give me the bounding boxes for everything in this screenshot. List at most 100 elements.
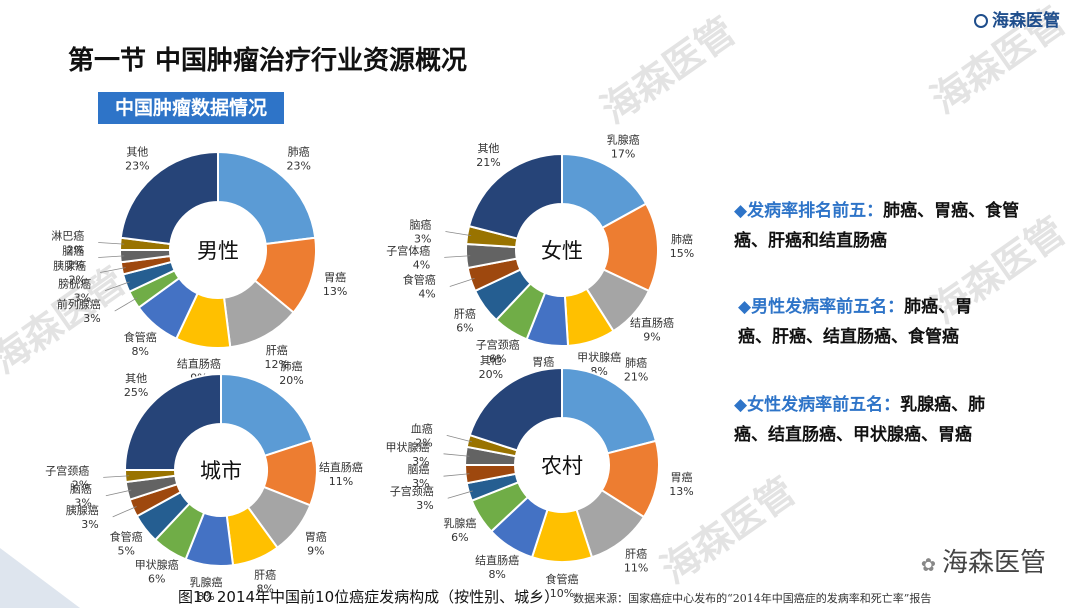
slice-value-label: 9%: [307, 545, 324, 558]
slice-name-label: 胃癌: [305, 530, 327, 544]
source-text: 数据来源：国家癌症中心发布的“2014年中国癌症的发病率和死亡率”报告: [573, 592, 932, 605]
slice-value-label: 11%: [624, 562, 648, 575]
slice-name-label: 肺癌: [671, 232, 693, 246]
brand-text: 海森医管: [992, 11, 1060, 31]
pie-slice: [217, 150, 317, 246]
pie-slice: [119, 150, 219, 246]
slice-value-label: 2%: [69, 273, 86, 286]
footer-brand-text: 海森医管: [941, 548, 1046, 578]
slice-name-label: 结直肠癌: [319, 460, 363, 474]
note-body: 肺癌、胃癌、肝癌、结直肠癌、食管癌: [738, 297, 973, 347]
slice-value-label: 4%: [413, 258, 430, 271]
note-head: ◆女性发病率前五名：: [734, 395, 901, 415]
slice-value-label: 5%: [117, 545, 134, 558]
slice-name-label: 胃癌: [532, 355, 554, 369]
slice-name-label: 胰腺癌: [53, 258, 86, 272]
note-1: ◆发病率排名前五：肺癌、胃癌、食管癌、肝癌和结直肠癌: [734, 196, 1024, 256]
slice-name-label: 脑癌: [409, 218, 431, 232]
slice-value-label: 6%: [451, 531, 468, 544]
slice-name-label: 肺癌: [625, 355, 647, 369]
donut-center-label: 女性: [541, 239, 583, 263]
leader-line: [112, 506, 137, 518]
leader-line: [104, 281, 130, 292]
donut-center-label: 男性: [197, 239, 239, 263]
slice-name-label: 结直肠癌: [177, 356, 221, 370]
note-2: ◆男性发病率前五名：肺癌、胃癌、肝癌、结直肠癌、食管癌: [738, 292, 1006, 352]
note-body: 肺癌、胃癌、食管癌、肝癌和结直肠癌: [734, 201, 1020, 251]
brand-logo: 海森医管: [974, 6, 1060, 31]
pie-slice: [123, 372, 222, 471]
note-3: ◆女性发病率前五名：乳腺癌、肺癌、结直肠癌、甲状腺癌、胃癌: [734, 390, 1006, 450]
slice-value-label: 3%: [416, 499, 433, 512]
leader-line: [449, 278, 475, 287]
pie-slice: [561, 366, 658, 455]
slice-value-label: 15%: [670, 247, 694, 260]
slice-value-label: 21%: [624, 370, 648, 383]
slice-name-label: 子宫颈癌: [45, 463, 89, 477]
slice-name-label: 乳腺癌: [443, 516, 476, 530]
leader-line: [446, 435, 473, 443]
slice-name-label: 肝癌: [454, 307, 476, 321]
slice-name-label: 乳腺癌: [189, 575, 222, 589]
slice-value-label: 11%: [329, 475, 353, 488]
slice-name-label: 血癌: [411, 421, 433, 435]
slice-value-label: 2%: [415, 436, 432, 449]
donut-center-label: 农村: [541, 454, 583, 478]
leader-line: [114, 297, 138, 312]
slice-value-label: 21%: [476, 156, 500, 169]
slice-value-label: 6%: [148, 572, 165, 585]
slice-name-label: 脑癌: [62, 244, 84, 258]
slice-name-label: 胰腺癌: [66, 503, 99, 517]
leader-line: [443, 453, 470, 457]
leader-line: [98, 242, 125, 245]
page-title: 第一节 中国肿瘤治疗行业资源概况: [68, 46, 468, 76]
slice-name-label: 结直肠癌: [630, 315, 674, 329]
slice-name-label: 子宫颈癌: [390, 484, 434, 498]
slice-value-label: 3%: [83, 312, 100, 325]
slice-name-label: 胃癌: [671, 470, 693, 484]
slice-value-label: 13%: [669, 485, 693, 498]
figure-caption: 图10 2014年中国前10位癌症发病构成（按性别、城乡） 数据来源：国家癌症中心…: [178, 586, 931, 607]
leader-line: [444, 255, 471, 258]
slice-value-label: 10%: [550, 587, 574, 600]
slice-value-label: 2%: [67, 243, 84, 256]
slice-value-label: 3%: [412, 477, 429, 490]
donut-chart: 肺癌21%胃癌13%肝癌11%食管癌10%结直肠癌8%乳腺癌6%子宫颈癌3%脑癌…: [386, 354, 694, 600]
leader-line: [100, 267, 126, 273]
donut-chart: 乳腺癌17%肺癌15%结直肠癌9%甲状腺癌8%胃癌7%子宫颈癌6%肝癌6%食管癌…: [386, 133, 694, 383]
slice-name-label: 脑癌: [70, 482, 92, 496]
slice-name-label: 胃癌: [324, 270, 346, 284]
wechat-icon: ✿: [920, 555, 936, 576]
leader-line: [447, 490, 473, 499]
leader-line: [445, 231, 472, 237]
slice-name-label: 子宫体癌: [386, 243, 430, 257]
leader-line: [98, 255, 125, 258]
slice-name-label: 肝癌: [266, 343, 288, 357]
slice-value-label: 6%: [456, 322, 473, 335]
leader-line: [105, 489, 132, 497]
slice-value-label: 8%: [488, 568, 505, 581]
slice-value-label: 20%: [479, 368, 503, 381]
slice-value-label: 25%: [124, 386, 148, 399]
slice-name-label: 甲状腺癌: [135, 557, 179, 571]
slice-value-label: 2%: [72, 478, 89, 491]
slice-name-label: 食管癌: [546, 572, 579, 586]
slice-value-label: 12%: [265, 358, 289, 371]
donut-chart: 肺癌23%胃癌13%肝癌12%结直肠癌9%食管癌8%前列腺癌3%膀胱癌3%胰腺癌…: [51, 144, 347, 384]
section-subtitle: 中国肿瘤数据情况: [98, 92, 284, 124]
slice-name-label: 其他: [480, 354, 502, 367]
brand-icon: [974, 14, 988, 28]
slice-value-label: 9%: [643, 330, 660, 343]
slice-value-label: 8%: [256, 583, 273, 596]
slice-value-label: 13%: [323, 285, 347, 298]
slice-name-label: 子宫颈癌: [476, 337, 520, 351]
slice-value-label: 8%: [197, 590, 214, 603]
slice-value-label: 3%: [74, 292, 91, 305]
slice-name-label: 食管癌: [124, 330, 157, 344]
slice-name-label: 其他: [125, 372, 147, 385]
slice-value-label: 23%: [286, 159, 310, 172]
pie-slice: [468, 366, 563, 452]
slice-name-label: 肝癌: [254, 568, 276, 582]
note-head: ◆男性发病率前五名：: [738, 297, 905, 317]
